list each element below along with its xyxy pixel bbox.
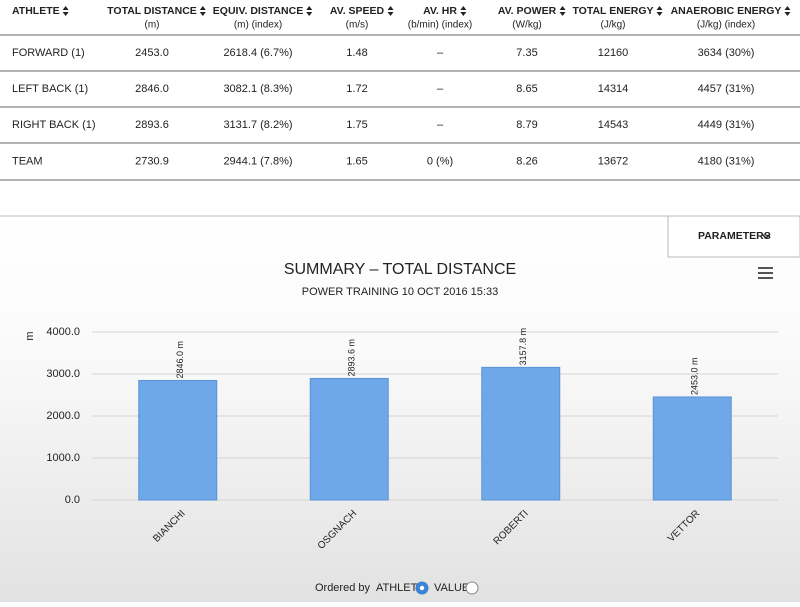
table-cell: 0 (%) [427,155,453,167]
ordering-label: Ordered by [315,582,371,594]
value-label: 2893.6 m [347,339,357,377]
bar [309,377,389,501]
chart-title: SUMMARY – TOTAL DISTANCE [284,261,516,278]
table-cell: 1.72 [346,83,367,95]
sort-icon[interactable] [460,6,467,16]
column-unit: (m/s) [346,20,369,31]
column-unit: (b/min) (index) [408,20,472,31]
table-cell: 4449 (31%) [698,119,755,131]
table-cell: 1.48 [346,47,367,59]
chart-subtitle: POWER TRAINING 10 OCT 2016 15:33 [302,286,498,298]
bar [652,396,732,501]
table-cell: 2846.0 [135,83,169,95]
athlete-name: TEAM [12,155,43,167]
ordering-option[interactable]: ATHLETE [376,582,425,594]
ordering-option[interactable]: VALUE [434,582,469,594]
table-cell: 2730.9 [135,155,169,167]
bar [138,379,218,501]
table-cell: 13672 [598,155,629,167]
table-cell: 2893.6 [135,119,169,131]
chevron [761,233,771,240]
sort-icon[interactable] [199,6,206,16]
column-header[interactable]: EQUIV. DISTANCE [213,5,303,17]
parameters-button[interactable] [667,215,800,258]
table-cell: 8.65 [516,83,537,95]
table-cell: – [437,47,444,59]
table-cell: 12160 [598,47,629,59]
column-header[interactable]: AV. POWER [498,5,557,17]
column-header[interactable]: TOTAL ENERGY [572,5,653,17]
y-tick-label: 2000.0 [46,410,80,422]
y-axis-label: m [24,331,36,340]
athlete-name: RIGHT BACK (1) [12,119,96,131]
athlete-name: FORWARD (1) [12,47,85,59]
y-tick-label: 4000.0 [46,326,80,338]
sort-icon[interactable] [656,6,663,16]
y-tick-label: 0.0 [65,494,80,506]
column-unit: (m) [145,20,160,31]
table-cell: – [437,119,444,131]
column-unit: (W/kg) [512,20,541,31]
y-tick-label: 3000.0 [46,368,80,380]
table-cell: 2618.4 (6.7%) [223,47,292,59]
sort-icon[interactable] [62,6,69,16]
table-cell: 2453.0 [135,47,169,59]
table-cell: 4180 (31%) [698,155,755,167]
sort-icon[interactable] [306,6,313,16]
radio[interactable] [465,581,479,595]
column-header[interactable]: ANAEROBIC ENERGY [671,5,782,17]
athlete-name: LEFT BACK (1) [12,83,88,95]
table-cell: 3634 (30%) [698,47,755,59]
column-header[interactable]: TOTAL DISTANCE [107,5,197,17]
table-cell: 3131.7 (8.2%) [223,119,292,131]
table-cell: 3082.1 (8.3%) [223,83,292,95]
sort-icon[interactable] [559,6,566,16]
table-cell: 4457 (31%) [698,83,755,95]
sort-icon[interactable] [784,6,791,16]
table-cell: 7.35 [516,47,537,59]
bar [481,366,561,501]
table-cell: 8.79 [516,119,537,131]
parameters-label[interactable]: PARAMETERS [698,230,771,242]
value-label: 2453.0 m [690,357,700,395]
column-unit: (J/kg) (index) [697,20,755,31]
column-unit: (J/kg) [601,20,626,31]
column-header[interactable]: AV. HR [423,5,457,17]
menu-icon[interactable] [758,267,773,279]
table-cell: 1.65 [346,155,367,167]
column-header[interactable]: ATHLETE [12,5,60,17]
radio-dot [419,585,425,591]
table-cell: 2944.1 (7.8%) [223,155,292,167]
column-unit: (m) (index) [234,20,282,31]
value-label: 2846.0 m [175,341,185,379]
table-cell: 14543 [598,119,629,131]
value-label: 3157.8 m [518,328,528,366]
column-header[interactable]: AV. SPEED [330,5,385,17]
sort-icon[interactable] [387,6,394,16]
table-cell: – [437,83,444,95]
table-cell: 8.26 [516,155,537,167]
table-cell: 14314 [598,83,629,95]
table-cell: 1.75 [346,119,367,131]
y-tick-label: 1000.0 [46,452,80,464]
